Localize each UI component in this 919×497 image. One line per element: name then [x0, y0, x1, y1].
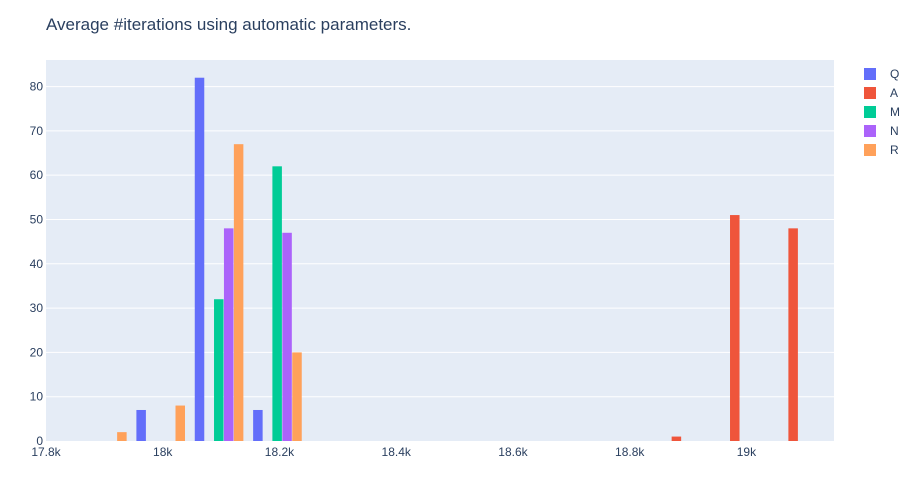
bar-a[interactable]: [730, 215, 740, 441]
legend-label: R: [890, 143, 899, 157]
y-tick-label: 70: [30, 124, 44, 138]
legend-item-m[interactable]: M: [864, 105, 900, 119]
legend-label: M: [890, 105, 900, 119]
x-tick-label: 17.8k: [31, 445, 61, 459]
bars: [117, 77, 798, 442]
legend-label: Q: [890, 67, 899, 81]
y-tick-label: 30: [30, 301, 44, 315]
bar-r[interactable]: [117, 432, 127, 441]
bar-a[interactable]: [671, 436, 682, 441]
gridlines: [46, 86, 834, 398]
bar-q[interactable]: [194, 77, 205, 441]
x-tick-label: 18k: [153, 445, 173, 459]
x-tick-label: 18.4k: [382, 445, 412, 459]
bar-m[interactable]: [214, 299, 224, 441]
bar-n[interactable]: [282, 232, 292, 441]
legend-label: A: [890, 86, 898, 100]
y-tick-label: 80: [30, 80, 44, 94]
bar-a[interactable]: [788, 228, 798, 441]
x-axis-ticks: 17.8k 18k 18.2k 18.4k 18.6k 18.8k 19k: [31, 445, 757, 459]
chart-title: Average #iterations using automatic para…: [46, 15, 411, 34]
x-tick-label: 18.6k: [498, 445, 528, 459]
y-tick-label: 40: [30, 257, 44, 271]
bar-q[interactable]: [136, 409, 146, 441]
bar-r[interactable]: [233, 144, 244, 441]
plot-area: [46, 60, 834, 441]
y-axis-ticks: 0 10 20 30 40 50 60 70 80: [30, 80, 44, 448]
legend-item-r[interactable]: R: [864, 143, 899, 157]
bar-q[interactable]: [253, 409, 263, 441]
legend-swatch: [864, 144, 876, 156]
y-tick-label: 20: [30, 345, 44, 359]
bar-m[interactable]: [272, 166, 282, 442]
bar-r[interactable]: [175, 405, 186, 441]
y-tick-label: 10: [30, 390, 44, 404]
legend-item-q[interactable]: Q: [864, 67, 899, 81]
bar-r[interactable]: [292, 352, 302, 441]
x-tick-label: 18.8k: [615, 445, 645, 459]
bar-n[interactable]: [223, 228, 234, 441]
x-tick-label: 19k: [737, 445, 757, 459]
y-tick-label: 60: [30, 168, 44, 182]
legend-item-a[interactable]: A: [864, 86, 898, 100]
y-tick-label: 0: [36, 434, 43, 448]
legend-swatch: [864, 106, 876, 118]
legend-item-n[interactable]: N: [864, 124, 899, 138]
legend-swatch: [864, 87, 876, 99]
legend-swatch: [864, 68, 876, 80]
y-tick-label: 50: [30, 212, 44, 226]
legend-swatch: [864, 125, 876, 137]
legend-label: N: [890, 124, 899, 138]
x-tick-label: 18.2k: [265, 445, 295, 459]
